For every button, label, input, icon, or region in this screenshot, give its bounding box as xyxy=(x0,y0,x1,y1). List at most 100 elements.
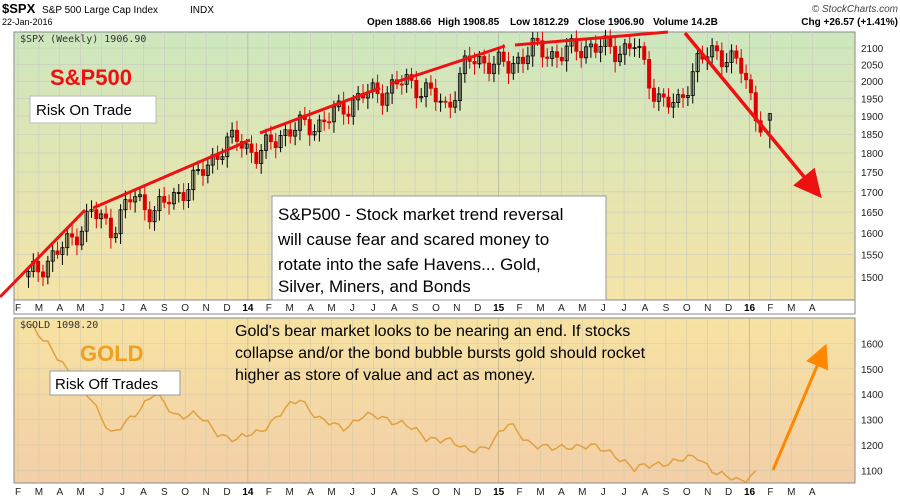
gold-x-tick-label: A xyxy=(56,487,63,498)
spx-candle-body xyxy=(268,134,273,143)
spx-candle-body xyxy=(137,194,142,198)
spx-candle-body xyxy=(181,192,186,202)
spx-candle-body xyxy=(719,50,724,68)
spx-candle-body xyxy=(554,51,559,58)
spx-candle-body xyxy=(666,96,671,108)
spx-x-tick-label: F xyxy=(517,303,523,314)
spx-candle-body xyxy=(710,45,715,58)
gold-x-tick-label: J xyxy=(350,487,355,498)
spx-candle-body xyxy=(26,271,31,278)
risk-on-label: Risk On Trade xyxy=(36,102,132,119)
header-name: S&P 500 Large Cap Index xyxy=(42,5,158,16)
gold-x-tick-label: M xyxy=(578,487,586,498)
spx-x-tick-label: J xyxy=(99,303,104,314)
gold-x-tick-label: F xyxy=(266,487,272,498)
gold-x-tick-label: J xyxy=(601,487,606,498)
spx-candle-body xyxy=(283,129,288,136)
gold-up-arrow xyxy=(771,343,829,471)
spx-annotation-box xyxy=(271,195,607,301)
spx-x-tick-label: M xyxy=(327,303,335,314)
spx-candle-body xyxy=(651,87,656,102)
spx-candle-body xyxy=(540,40,545,58)
gold-x-tick-label: F xyxy=(767,487,773,498)
spx-candle-body xyxy=(739,57,744,74)
spx-x-tick-label: 16 xyxy=(744,303,756,314)
spx-candle-body xyxy=(171,192,176,205)
spx-candle-body xyxy=(108,217,113,239)
spx-candle-body xyxy=(346,113,351,117)
spx-candle-body xyxy=(297,114,302,131)
spx-x-tick-label: A xyxy=(307,303,314,314)
gold-x-tick-label: M xyxy=(77,487,85,498)
spx-y-tick-label: 1550 xyxy=(861,251,884,262)
spx-candle-body xyxy=(622,43,627,55)
spx-candle-body xyxy=(569,38,574,47)
spx-x-tick-label: D xyxy=(725,303,732,314)
spx-x-tick-label: D xyxy=(474,303,481,314)
gold-y-tick-label: 1300 xyxy=(861,416,884,427)
header-change: Chg +26.57 (+1.41%) xyxy=(801,17,898,28)
spx-y-tick-label: 2000 xyxy=(861,77,884,88)
spx-candle-body xyxy=(424,82,429,97)
gold-x-tick-label: O xyxy=(181,487,189,498)
spx-candle-body xyxy=(113,233,118,239)
gold-x-tick-label: A xyxy=(642,487,649,498)
spx-candle-body xyxy=(94,209,99,220)
spx-candle-body xyxy=(525,55,530,64)
spx-candle-body xyxy=(225,136,230,158)
gold-x-tick-label: M xyxy=(286,487,294,498)
gold-x-tick-label: N xyxy=(202,487,209,498)
spx-candle-body xyxy=(220,156,225,160)
spx-candle-body xyxy=(60,247,65,255)
downtrend-arrow xyxy=(683,31,822,199)
spx-candle-body xyxy=(70,233,75,238)
gold-x-tick-label: D xyxy=(223,487,230,498)
spx-x-tick-label: A xyxy=(56,303,63,314)
gold-x-tick-label: M xyxy=(787,487,795,498)
spx-candle-body xyxy=(438,100,443,103)
spx-candle-body xyxy=(462,55,467,75)
spx-candle-body xyxy=(162,196,167,203)
gold-x-tick-label: A xyxy=(558,487,565,498)
spx-candle-body xyxy=(152,210,157,223)
gold-title-label: GOLD xyxy=(80,341,144,366)
gold-y-tick-label: 1600 xyxy=(861,339,884,350)
spx-candle-body xyxy=(448,101,453,108)
gold-x-tick-label: A xyxy=(140,487,147,498)
spx-candle-body xyxy=(385,92,390,106)
spx-candle-body xyxy=(681,94,686,98)
spx-candle-body xyxy=(491,63,496,74)
gold-annotation-line2: collapse and/or the bond bubble bursts g… xyxy=(235,345,646,362)
spx-candle-body xyxy=(671,102,676,108)
gold-x-tick-label: N xyxy=(704,487,711,498)
gold-x-tick-label: 16 xyxy=(744,487,756,498)
spx-candle-body xyxy=(613,46,618,63)
spx-x-tick-label: F xyxy=(767,303,773,314)
spx-x-tick-label: A xyxy=(809,303,816,314)
spx-candle-body xyxy=(433,87,438,103)
spx-candle-body xyxy=(89,209,94,212)
gold-x-tick-label: S xyxy=(663,487,670,498)
spx-x-tick-label: O xyxy=(683,303,691,314)
spx-candle-body xyxy=(656,93,661,102)
gold-y-tick-label: 1400 xyxy=(861,390,884,401)
gold-x-tick-label: A xyxy=(391,487,398,498)
gold-x-tick-label: F xyxy=(517,487,523,498)
spx-candle-body xyxy=(201,169,206,176)
spx-candle-body xyxy=(579,50,584,59)
spx-x-tick-label: S xyxy=(412,303,419,314)
gold-x-tick-label: S xyxy=(161,487,168,498)
spx-candle-body xyxy=(196,169,201,172)
spx-candle-body xyxy=(564,45,569,62)
spx-candle-body xyxy=(642,46,647,60)
spx-x-tick-label: N xyxy=(202,303,209,314)
spx-candle-body xyxy=(506,61,511,74)
spx-candle-body xyxy=(744,72,749,81)
spx-y-tick-label: 1850 xyxy=(861,130,884,141)
header-close: Close 1906.90 xyxy=(578,17,645,28)
spx-candle-body xyxy=(632,47,637,50)
spx-candle-body xyxy=(327,121,332,124)
spx-y-tick-label: 1800 xyxy=(861,149,884,160)
spx-x-tick-label: M xyxy=(787,303,795,314)
